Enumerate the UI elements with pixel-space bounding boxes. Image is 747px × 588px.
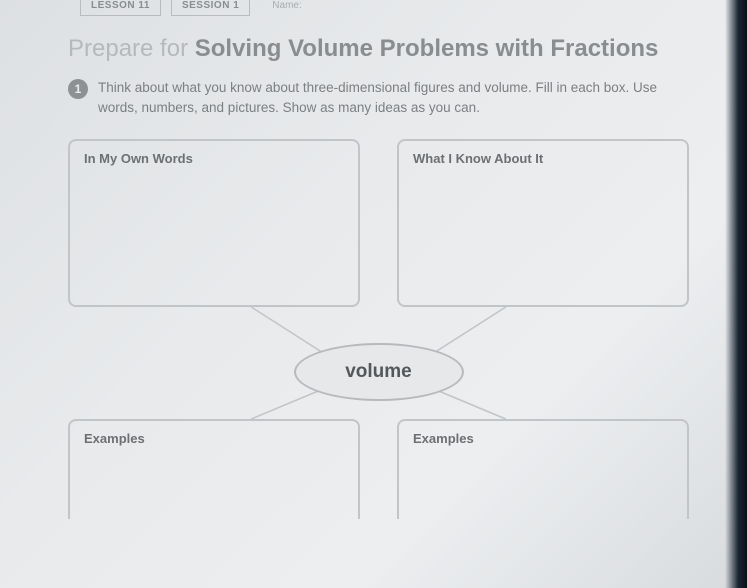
- session-tag: SESSION 1: [171, 0, 250, 16]
- page-header: LESSON 11 SESSION 1 Name:: [80, 0, 689, 16]
- title-prefix: Prepare for: [68, 35, 188, 62]
- question-number-badge: 1: [68, 79, 88, 99]
- worksheet-page: LESSON 11 SESSION 1 Name: Prepare for So…: [0, 0, 747, 519]
- name-field-label: Name:: [272, 0, 301, 16]
- connector-lines: [68, 139, 689, 519]
- instruction-block: 1 Think about what you know about three-…: [68, 78, 689, 117]
- photo-edge-shadow: [725, 0, 747, 588]
- lesson-tag: LESSON 11: [80, 0, 161, 16]
- page-title: Prepare for Solving Volume Problems with…: [68, 34, 689, 64]
- graphic-organizer: In My Own Words What I Know About It vol…: [68, 139, 689, 519]
- center-oval: volume: [294, 343, 464, 401]
- center-term: volume: [345, 361, 412, 383]
- title-main: Solving Volume Problems with Fractions: [195, 35, 659, 62]
- instruction-text: Think about what you know about three-di…: [98, 78, 689, 117]
